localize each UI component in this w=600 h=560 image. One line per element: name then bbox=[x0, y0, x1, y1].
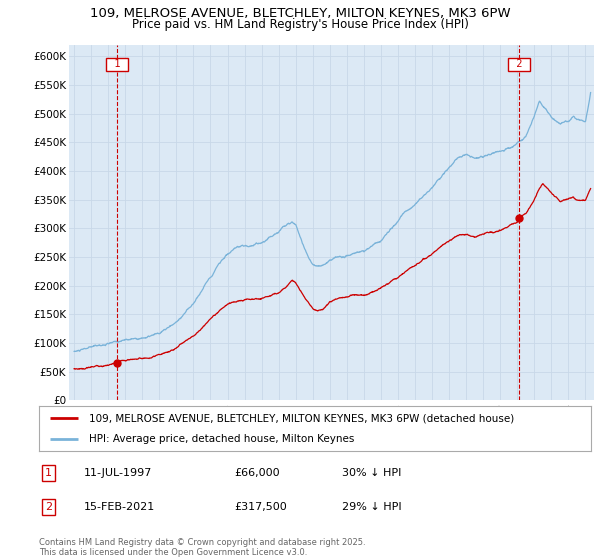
Text: 1: 1 bbox=[45, 468, 52, 478]
Text: Contains HM Land Registry data © Crown copyright and database right 2025.: Contains HM Land Registry data © Crown c… bbox=[39, 538, 365, 547]
Text: 2: 2 bbox=[45, 502, 52, 512]
Text: £66,000: £66,000 bbox=[234, 468, 280, 478]
Text: This data is licensed under the Open Government Licence v3.0.: This data is licensed under the Open Gov… bbox=[39, 548, 307, 557]
Text: 30% ↓ HPI: 30% ↓ HPI bbox=[342, 468, 401, 478]
Text: £317,500: £317,500 bbox=[234, 502, 287, 512]
Text: 15-FEB-2021: 15-FEB-2021 bbox=[84, 502, 155, 512]
Text: HPI: Average price, detached house, Milton Keynes: HPI: Average price, detached house, Milt… bbox=[89, 433, 354, 444]
Text: 109, MELROSE AVENUE, BLETCHLEY, MILTON KEYNES, MK3 6PW (detached house): 109, MELROSE AVENUE, BLETCHLEY, MILTON K… bbox=[89, 413, 514, 423]
Text: Price paid vs. HM Land Registry's House Price Index (HPI): Price paid vs. HM Land Registry's House … bbox=[131, 18, 469, 31]
Text: 11-JUL-1997: 11-JUL-1997 bbox=[84, 468, 152, 478]
Text: 2: 2 bbox=[510, 59, 529, 69]
Text: 1: 1 bbox=[108, 59, 127, 69]
Text: 29% ↓ HPI: 29% ↓ HPI bbox=[342, 502, 401, 512]
Text: 109, MELROSE AVENUE, BLETCHLEY, MILTON KEYNES, MK3 6PW: 109, MELROSE AVENUE, BLETCHLEY, MILTON K… bbox=[89, 7, 511, 20]
